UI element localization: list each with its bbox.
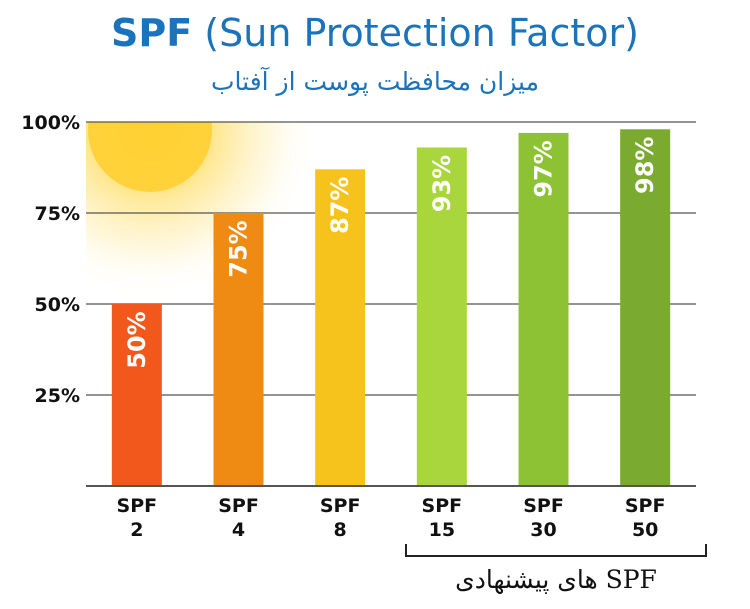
- bar: [620, 129, 671, 486]
- data-label: 98%: [631, 137, 659, 194]
- category-label: SPF: [523, 495, 564, 517]
- chart-title: SPF (Sun Protection Factor): [111, 11, 639, 55]
- y-tick-label: 100%: [21, 112, 80, 134]
- category-label: SPF: [320, 495, 361, 517]
- y-tick-label: 50%: [35, 294, 80, 316]
- data-label: 75%: [225, 220, 253, 277]
- y-tick-label: 75%: [35, 203, 80, 225]
- category-label: 2: [130, 519, 143, 541]
- data-label: 50%: [123, 311, 151, 368]
- grid-lines: [86, 121, 696, 396]
- bar: [518, 132, 569, 487]
- y-tick-label: 25%: [35, 385, 80, 407]
- category-label: 15: [429, 519, 455, 541]
- category-label: SPF: [218, 495, 259, 517]
- recommended-bracket: [405, 544, 707, 557]
- recommended-label: SPF های پیشنهادی: [455, 565, 657, 595]
- category-label: 30: [530, 519, 556, 541]
- chart-subtitle: میزان محافظت پوست از آفتاب: [211, 66, 539, 96]
- title-bold: SPF: [111, 11, 192, 55]
- data-label: 97%: [530, 140, 558, 197]
- category-label: SPF: [422, 495, 463, 517]
- bars: [111, 129, 671, 487]
- category-label: SPF: [117, 495, 158, 517]
- y-axis-ticks: 25% 50% 75% 100%: [21, 112, 80, 407]
- category-label: 50: [632, 519, 658, 541]
- bar: [111, 304, 162, 486]
- category-label: SPF: [625, 495, 666, 517]
- category-label: 8: [334, 519, 347, 541]
- data-labels: 50% 75% 87% 93% 97% 98%: [123, 137, 659, 369]
- bar: [213, 213, 264, 486]
- category-label: 4: [232, 519, 245, 541]
- title-rest: (Sun Protection Factor): [192, 11, 639, 55]
- data-label: 87%: [326, 177, 354, 234]
- bar: [416, 147, 467, 487]
- bar: [315, 169, 366, 486]
- data-label: 93%: [428, 155, 456, 212]
